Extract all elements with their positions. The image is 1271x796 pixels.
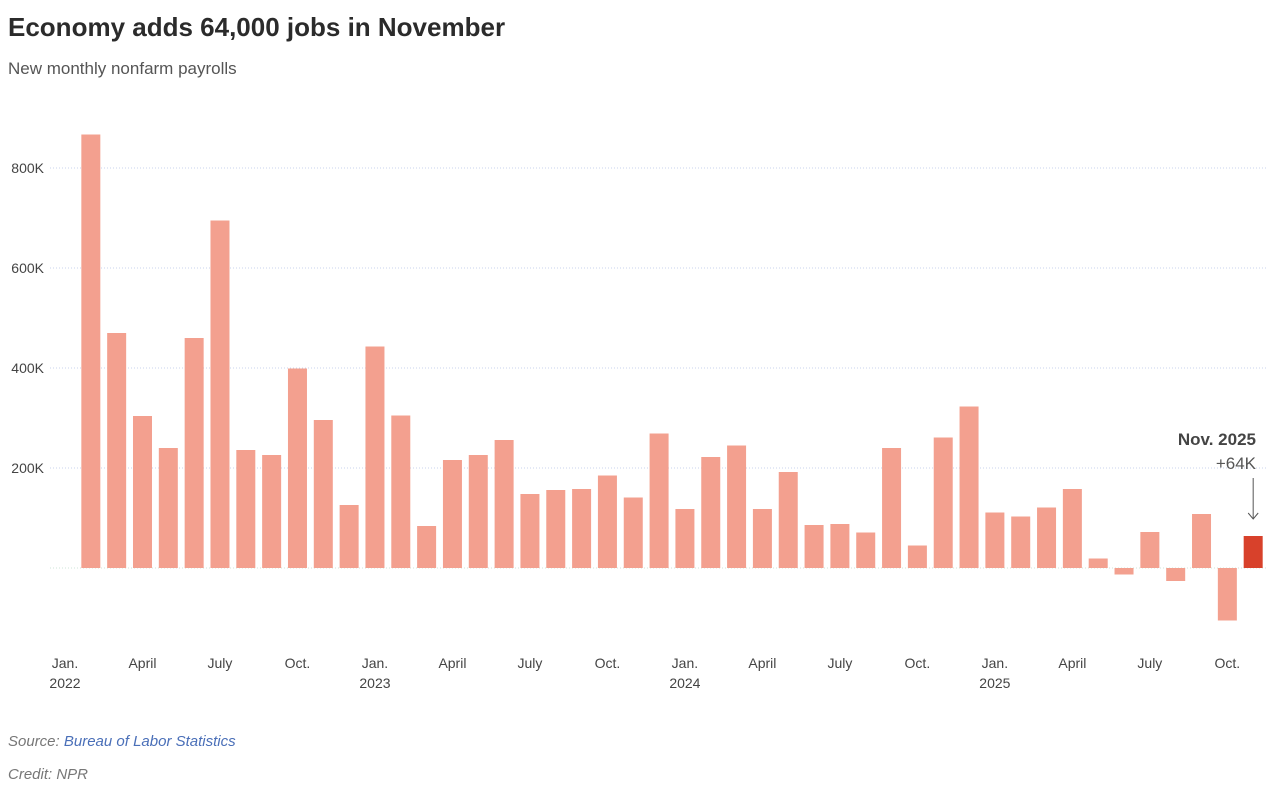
x-tick-label: Jan. [672, 655, 698, 671]
x-tick-label: April [128, 655, 156, 671]
x-tick-year: 2024 [669, 675, 700, 691]
source-link[interactable]: Bureau of Labor Statistics [63, 733, 236, 750]
x-tick-label: Jan. [362, 655, 388, 671]
bar-jun-2022 [184, 338, 204, 568]
bar-sep-2023 [572, 489, 592, 568]
bar-mar-2023 [417, 526, 437, 568]
x-tick-label: July [517, 655, 542, 671]
bar-jan-2024 [675, 509, 695, 568]
x-tick-year: 2025 [979, 675, 1010, 691]
bar-jun-2023 [494, 440, 514, 568]
chart-subtitle: New monthly nonfarm payrolls [8, 59, 237, 78]
x-tick-label: Jan. [52, 655, 78, 671]
bar-oct-2024 [907, 545, 927, 568]
bar-feb-2024 [701, 457, 721, 568]
bar-oct-2022 [287, 368, 307, 568]
credit-line: Credit: NPR [8, 766, 89, 783]
bar-apr-2024 [752, 509, 772, 568]
x-tick-label: April [748, 655, 776, 671]
bar-feb-2025 [1011, 516, 1031, 568]
y-tick-label: 800K [11, 160, 44, 176]
bar-may-2023 [468, 455, 488, 568]
bar-jul-2023 [520, 494, 540, 568]
bar-aug-2022 [236, 450, 256, 568]
annotation-value: +64K [1216, 454, 1257, 473]
x-tick-label: July [208, 655, 233, 671]
arrow-down-icon [1247, 512, 1259, 520]
bar-dec-2024 [959, 406, 979, 568]
bar-nov-2024 [933, 437, 953, 568]
bar-may-2022 [158, 448, 178, 568]
source-line: Source: Bureau of Labor Statistics [8, 733, 236, 750]
x-tick-label: July [1137, 655, 1162, 671]
bar-chart: 200K 400K 600K 800K Jan. 2022 April July Oct. Jan… [11, 134, 1266, 691]
bar-jun-2024 [804, 525, 824, 568]
bar-may-2025 [1088, 558, 1108, 568]
bar-feb-2022 [81, 134, 101, 568]
y-tick-label: 200K [11, 460, 44, 476]
bar-jan-2023 [365, 346, 385, 568]
annotation-title: Nov. 2025 [1178, 430, 1256, 449]
bar-mar-2024 [727, 445, 747, 568]
bar-dec-2022 [339, 505, 359, 568]
x-tick-label: Oct. [285, 655, 311, 671]
x-tick-label: Oct. [1215, 655, 1241, 671]
y-tick-label: 400K [11, 360, 44, 376]
bar-sep-2022 [262, 455, 282, 568]
bar-oct-2023 [597, 475, 617, 568]
bar-nov-2022 [313, 420, 333, 568]
bar-mar-2025 [1037, 507, 1057, 568]
x-tick-label: April [1058, 655, 1086, 671]
x-tick-label: July [827, 655, 852, 671]
bar-jan-2025 [985, 512, 1005, 568]
bar-jul-2022 [210, 220, 230, 568]
bar-oct-2025 [1217, 568, 1237, 621]
chart-title: Economy adds 64,000 jobs in November [8, 12, 506, 42]
bar-apr-2023 [442, 460, 462, 568]
bar-mar-2022 [107, 333, 127, 568]
bar-jun-2025 [1114, 568, 1134, 575]
bar-aug-2025 [1166, 568, 1186, 581]
x-tick-label: April [438, 655, 466, 671]
bar-aug-2023 [546, 490, 566, 568]
bar-nov-2025 [1243, 536, 1263, 568]
bar-jul-2024 [830, 524, 850, 568]
bar-sep-2024 [882, 448, 902, 568]
bar-apr-2022 [132, 416, 152, 568]
bar-apr-2025 [1062, 489, 1082, 568]
bar-may-2024 [778, 472, 798, 568]
source-prefix: Source: [8, 733, 64, 750]
y-tick-label: 600K [11, 260, 44, 276]
bar-nov-2023 [623, 497, 643, 568]
bar-dec-2023 [649, 433, 669, 568]
x-tick-year: 2022 [49, 675, 80, 691]
x-tick-label: Jan. [982, 655, 1008, 671]
bar-jul-2025 [1140, 532, 1160, 568]
bar-feb-2023 [391, 415, 411, 568]
bar-sep-2025 [1192, 514, 1212, 568]
x-tick-label: Oct. [905, 655, 931, 671]
x-tick-label: Oct. [595, 655, 621, 671]
bar-aug-2024 [856, 532, 876, 568]
x-tick-year: 2023 [359, 675, 390, 691]
